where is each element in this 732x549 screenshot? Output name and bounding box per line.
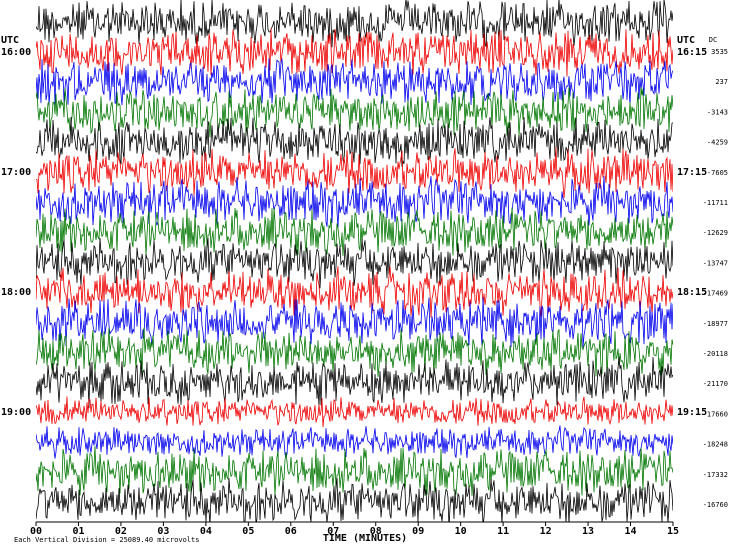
trace [36,425,673,459]
trace [36,237,673,289]
x-tick-label: 09 [412,526,424,537]
x-tick-label: 06 [285,526,297,537]
right-time-label: 16:15 [677,47,707,58]
x-tick-label: 01 [72,526,84,537]
trace [36,266,673,318]
trace [36,396,673,428]
dc-value: -20118 [703,350,728,358]
dc-value: -11711 [703,199,728,207]
left-time-label: UTC [1,35,19,46]
x-tick-label: 08 [370,526,382,537]
right-time-label: 17:15 [677,167,707,178]
trace [36,477,673,522]
footer: Each Vertical Division = 25089.40 microv… [14,536,199,544]
trace [36,327,673,379]
trace [36,0,673,48]
dc-value: -16760 [703,501,728,509]
dc-value: -21170 [703,380,728,388]
dc-value: -17660 [703,410,728,418]
right-time-label: 18:15 [677,287,707,298]
dc-value: -17332 [703,471,728,479]
dc-value: -18248 [703,441,728,449]
dc-value: -18977 [703,320,728,328]
right-time-label: 19:15 [677,407,707,418]
dc-value: -3143 [707,108,728,116]
left-time-label: 18:00 [1,287,31,298]
dc-value: -12629 [703,229,728,237]
trace [36,357,673,408]
dc-value: -13747 [703,259,728,267]
trace [36,176,673,228]
trace [36,147,673,199]
left-time-label: 19:00 [1,407,31,418]
x-tick-label: 12 [540,526,552,537]
x-tick-label: 02 [115,526,127,537]
trace [36,28,673,77]
dc-value: -4259 [707,139,728,147]
dc-value: -7605 [707,169,728,177]
x-axis-title: TIME (MINUTES) [323,533,407,544]
trace [36,446,673,497]
trace [36,57,673,107]
traces [36,0,673,522]
x-tick-label: 15 [667,526,679,537]
trace [36,87,673,138]
left-time-label: 17:00 [1,167,31,178]
x-tick-label: 05 [242,526,254,537]
dc-value: -17469 [703,290,728,298]
left-time-label: 16:00 [1,47,31,58]
x-tick-label: 11 [497,526,509,537]
x-tick-label: 10 [455,526,467,537]
dc-value: 237 [715,78,728,86]
trace [36,116,673,167]
x-tick-label: 14 [625,526,637,537]
x-tick-label: 13 [582,526,594,537]
x-tick-label: 04 [200,526,212,537]
trace [36,297,673,348]
dc-value: 3535 [711,48,728,56]
dc-header: DC [709,36,717,44]
right-time-label: UTC [677,35,695,46]
x-tick-label: 03 [157,526,169,537]
x-tick-label: 07 [327,526,339,537]
x-tick-label: 00 [30,526,42,537]
trace [36,207,673,257]
